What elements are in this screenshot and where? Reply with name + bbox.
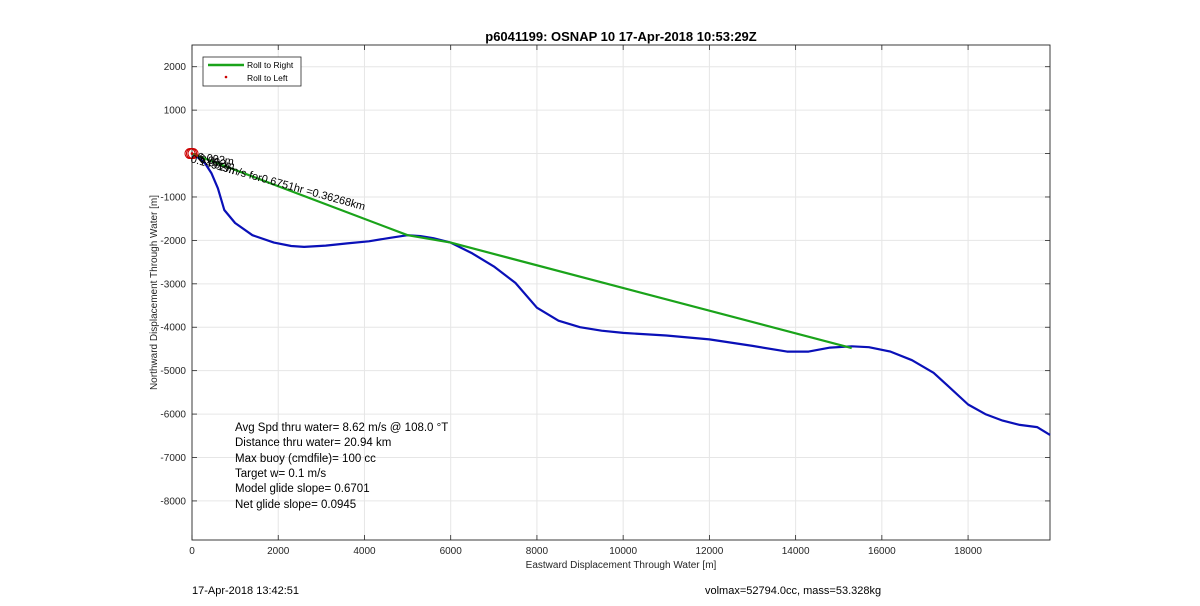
y-tick-label: 1000 bbox=[164, 106, 187, 117]
stat-net-glide-slope: Net glide slope= 0.0945 bbox=[235, 499, 356, 511]
y-tick-label: -4000 bbox=[160, 323, 186, 334]
stat-model-glide-slope: Model glide slope= 0.6701 bbox=[235, 483, 370, 495]
y-tick-label: -8000 bbox=[160, 496, 186, 507]
stat-target-w: Target w= 0.1 m/s bbox=[235, 468, 326, 480]
y-tick-label: -2000 bbox=[160, 236, 186, 247]
footer-volmass: volmax=52794.0cc, mass=53.328kg bbox=[705, 585, 881, 597]
legend-swatch-roll-left bbox=[224, 75, 228, 79]
legend-label-roll-left: Roll to Left bbox=[247, 73, 288, 83]
x-tick-label: 2000 bbox=[267, 546, 290, 557]
legend: Roll to Right Roll to Left bbox=[202, 56, 302, 87]
x-axis-label: Eastward Displacement Through Water [m] bbox=[526, 560, 717, 571]
series-layer bbox=[184, 148, 1051, 436]
series-track-line bbox=[191, 152, 1051, 436]
y-tick-label: 2000 bbox=[164, 62, 187, 73]
x-tick-label: 14000 bbox=[782, 546, 810, 557]
y-axis-label: Northward Displacement Through Water [m] bbox=[149, 195, 160, 390]
plot-frame bbox=[191, 44, 1051, 541]
roll-to-left-point bbox=[190, 152, 194, 155]
x-tick-label: 4000 bbox=[353, 546, 376, 557]
x-tick-label: 8000 bbox=[526, 546, 549, 557]
plot-area bbox=[192, 45, 1050, 540]
series-roll-to-right-line bbox=[191, 152, 852, 350]
y-tick-label: -5000 bbox=[160, 366, 186, 377]
y-tick-label: -7000 bbox=[160, 453, 186, 464]
grid-lines bbox=[191, 45, 1050, 540]
start-marker bbox=[187, 148, 199, 160]
x-tick-label: 0 bbox=[189, 546, 195, 557]
legend-box bbox=[202, 56, 302, 87]
footer-date: 17-Apr-2018 13:42:51 bbox=[192, 585, 299, 597]
x-tick-label: 6000 bbox=[440, 546, 463, 557]
x-tick-label: 10000 bbox=[609, 546, 637, 557]
y-tick-label: -6000 bbox=[160, 410, 186, 421]
chart-title: p6041199: OSNAP 10 17-Apr-2018 10:53:29Z bbox=[485, 29, 757, 44]
start-label-1: 6.092m bbox=[197, 151, 235, 168]
stat-max-buoy: Max buoy (cmdfile)= 100 cc bbox=[235, 453, 376, 465]
legend-label-roll-right: Roll to Right bbox=[247, 60, 294, 70]
x-tick-label: 16000 bbox=[868, 546, 896, 557]
x-tick-label: 18000 bbox=[954, 546, 982, 557]
y-tick-label: -3000 bbox=[160, 279, 186, 290]
stat-avg-speed: Avg Spd thru water= 8.62 m/s @ 108.0 °T bbox=[235, 422, 448, 434]
stats-block: Avg Spd thru water= 8.62 m/s @ 108.0 °T … bbox=[235, 422, 448, 511]
stat-distance: Distance thru water= 20.94 km bbox=[235, 437, 391, 449]
y-tick-label: -1000 bbox=[160, 192, 186, 203]
x-tick-label: 12000 bbox=[695, 546, 723, 557]
axes: 0 2000 4000 6000 8000 10000 12000 14000 16000 180… bbox=[149, 44, 1051, 571]
